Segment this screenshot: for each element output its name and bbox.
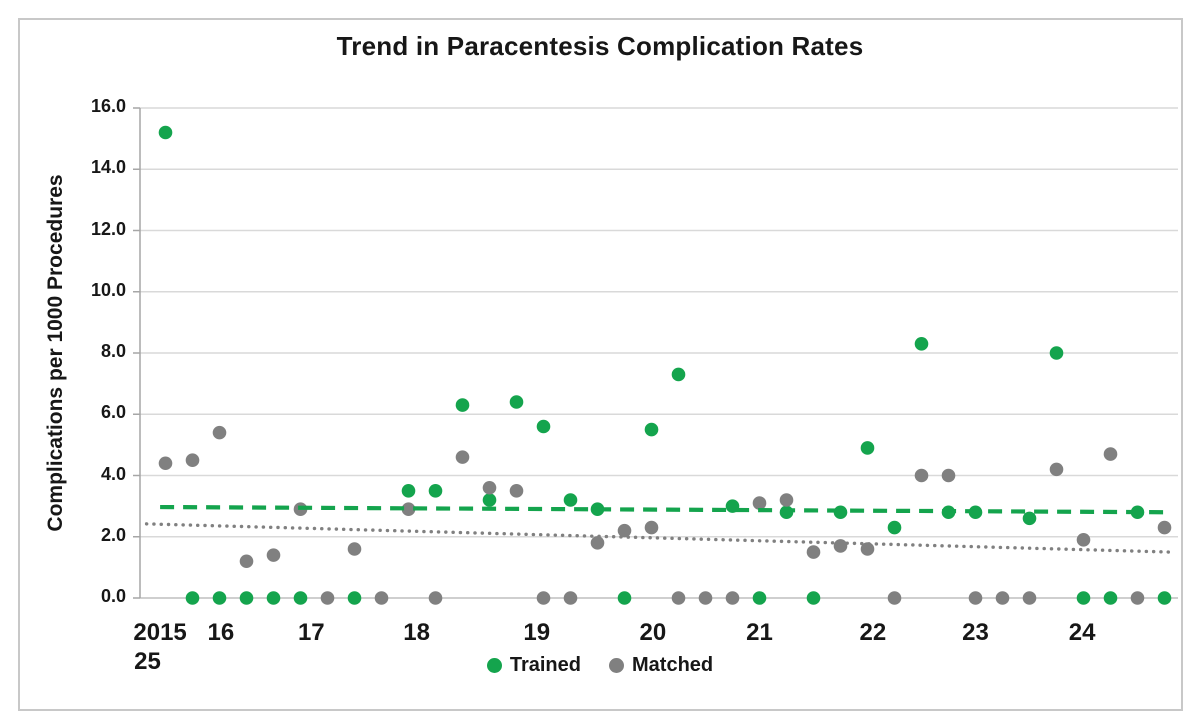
scatter-point-matched [590, 536, 605, 550]
matched-legend-marker-icon [609, 658, 624, 673]
scatter-point-trained [266, 591, 281, 605]
x-tick-label: 20 [639, 619, 667, 646]
scatter-point-matched [158, 456, 173, 471]
scatter-point-trained [509, 395, 524, 409]
scatter-point-trained [1157, 591, 1172, 605]
legend-label-matched: Matched [632, 654, 714, 676]
y-tick-label: 6.0 [100, 402, 126, 423]
scatter-point-matched [671, 591, 686, 605]
x-tick-label: 18 [403, 619, 430, 646]
scatter-point-matched [887, 591, 902, 605]
scatter-point-trained [239, 591, 254, 605]
scatter-point-matched [320, 591, 335, 605]
scatter-point-matched [374, 591, 389, 605]
scatter-point-trained [347, 591, 362, 605]
x-tick-label: 16 [207, 619, 235, 646]
scatter-point-matched [968, 591, 983, 605]
scatter-point-trained [806, 591, 821, 605]
trained-trendline [160, 504, 1170, 515]
scatter-point-trained [1049, 346, 1064, 360]
x-tick-label: 21 [746, 619, 773, 646]
x-tick-label: 2015 25 [133, 619, 187, 675]
legend: Trained Matched [0, 654, 1200, 677]
trained-legend-marker-icon [486, 658, 502, 673]
chart-outer-border [18, 18, 1183, 711]
y-tick-label: 0.0 [100, 586, 126, 606]
scatter-point-matched [563, 591, 578, 605]
scatter-point-matched [401, 502, 416, 516]
x-tick-label: 24 [1068, 619, 1096, 646]
y-tick-label: 10.0 [90, 279, 126, 300]
legend-item-matched: Matched [609, 654, 713, 677]
scatter-point-trained [482, 493, 497, 507]
matched-trendline [144, 522, 1172, 554]
x-tick-label: 17 [297, 619, 325, 646]
scatter-point-trained [914, 337, 929, 351]
scatter-point-trained [860, 441, 875, 455]
scatter-point-trained [671, 367, 686, 382]
scatter-point-matched [1130, 591, 1145, 605]
scatter-point-trained [1076, 591, 1091, 605]
scatter-point-matched [1076, 533, 1091, 547]
scatter-point-matched [1049, 462, 1064, 477]
scatter-point-matched [185, 453, 200, 467]
y-tick-label: 4.0 [100, 463, 126, 484]
scatter-point-matched [239, 554, 254, 569]
scatter-point-matched [266, 548, 281, 562]
scatter-point-matched [698, 591, 713, 605]
y-tick-label: 14.0 [90, 157, 126, 178]
x-tick-label: 23 [962, 619, 989, 646]
scatter-point-matched [1103, 447, 1118, 461]
scatter-point-matched [212, 425, 227, 440]
x-tick-label: 19 [523, 619, 551, 646]
scatter-point-matched [995, 591, 1010, 605]
scatter-point-trained [185, 591, 200, 605]
y-tick-label: 16.0 [90, 96, 126, 116]
y-tick-label: 2.0 [100, 524, 126, 545]
scatter-point-trained [887, 520, 902, 535]
scatter-point-matched [779, 493, 794, 507]
scatter-point-matched [914, 468, 929, 483]
scatter-point-trained [428, 484, 443, 498]
x-tick-label: 22 [859, 619, 887, 646]
scatter-point-matched [725, 591, 740, 605]
scatter-point-matched [1157, 520, 1172, 535]
scatter-point-matched [644, 520, 659, 535]
scatter-point-trained [644, 422, 659, 437]
scatter-point-matched [536, 591, 551, 605]
scatter-point-matched [1022, 591, 1037, 605]
y-tick-label: 12.0 [90, 218, 126, 239]
scatter-point-trained [455, 398, 470, 412]
scatter-point-matched [509, 484, 524, 498]
scatter-point-trained [158, 125, 173, 140]
legend-label-trained: Trained [509, 654, 581, 676]
scatter-point-trained [293, 591, 308, 605]
scatter-point-trained [617, 591, 632, 605]
scatter-point-matched [482, 480, 497, 495]
scatter-point-matched [428, 591, 443, 605]
scatter-point-matched [455, 450, 470, 464]
scatter-point-matched [941, 468, 956, 483]
chart-title: Trend in Paracentesis Complication Rates [336, 31, 864, 61]
scatter-point-trained [563, 493, 578, 507]
scatter-point-trained [536, 419, 551, 434]
y-tick-label: 8.0 [100, 341, 126, 361]
scatter-point-matched [860, 542, 875, 556]
scatter-point-matched [752, 496, 767, 510]
legend-item-trained: Trained [486, 654, 581, 677]
scatter-point-trained [1103, 591, 1118, 605]
scatter-point-trained [401, 484, 416, 498]
scatter-point-matched [347, 542, 362, 556]
scatter-point-matched [617, 523, 632, 538]
scatter-point-matched [833, 539, 848, 553]
scatter-point-trained [212, 591, 227, 605]
scatter-point-matched [806, 545, 821, 559]
scatter-point-trained [1022, 511, 1037, 526]
scatter-point-trained [752, 591, 767, 605]
